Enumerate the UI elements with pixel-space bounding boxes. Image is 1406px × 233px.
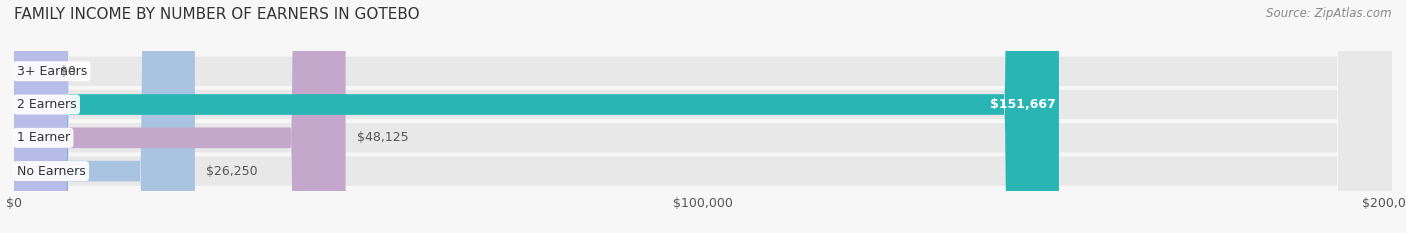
Text: No Earners: No Earners [17,164,86,178]
Text: 2 Earners: 2 Earners [17,98,76,111]
FancyBboxPatch shape [0,0,69,233]
FancyBboxPatch shape [14,0,1392,233]
Text: $151,667: $151,667 [990,98,1056,111]
Text: 1 Earner: 1 Earner [17,131,70,144]
FancyBboxPatch shape [14,0,1392,233]
FancyBboxPatch shape [14,0,1392,233]
Text: $26,250: $26,250 [205,164,257,178]
FancyBboxPatch shape [14,0,195,233]
FancyBboxPatch shape [14,0,1059,233]
Text: Source: ZipAtlas.com: Source: ZipAtlas.com [1267,7,1392,20]
Text: 3+ Earners: 3+ Earners [17,65,87,78]
Text: $0: $0 [59,65,76,78]
Text: FAMILY INCOME BY NUMBER OF EARNERS IN GOTEBO: FAMILY INCOME BY NUMBER OF EARNERS IN GO… [14,7,419,22]
FancyBboxPatch shape [14,0,1392,233]
Text: $48,125: $48,125 [357,131,408,144]
FancyBboxPatch shape [14,0,346,233]
